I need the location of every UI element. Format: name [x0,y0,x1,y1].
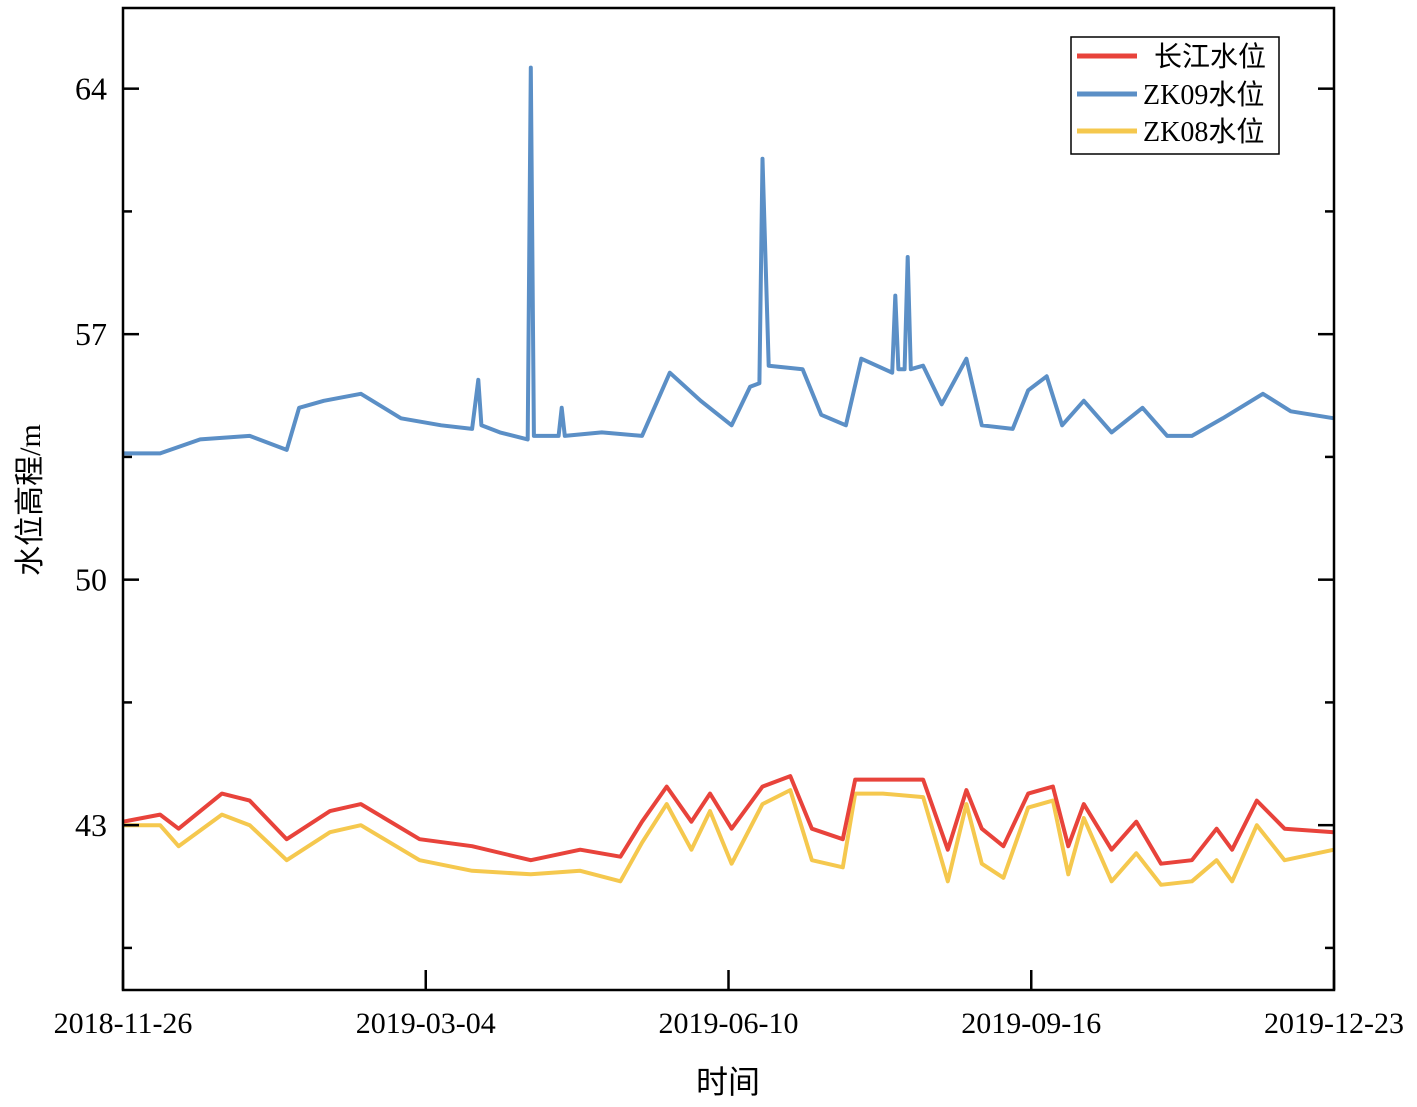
x-tick-label: 2019-12-23 [1264,1007,1404,1040]
plot-frame [121,6,1336,992]
y-axis-label: 水位高程/m [14,424,47,576]
y-tick-label: 57 [75,316,107,352]
series-layer [122,65,1335,887]
series-line-0 [122,774,1335,866]
legend: 长江水位 ZK09水位 ZK08水位 [1070,36,1280,155]
series-line-2 [123,788,1335,887]
x-axis-label: 时间 [696,1064,760,1100]
series-line-1 [123,65,1335,456]
legend-label-1: ZK09水位 [1143,79,1264,111]
legend-label-2: ZK08水位 [1143,116,1264,148]
x-tick-label: 2018-11-26 [54,1007,193,1040]
x-tick-label: 2019-06-10 [659,1007,799,1040]
x-tick-label: 2019-09-16 [961,1007,1101,1040]
y-tick-label: 43 [75,807,107,843]
y-tick-label: 64 [75,71,107,107]
x-tick-label: 2019-03-04 [356,1007,496,1040]
y-tick-label: 50 [75,562,107,598]
axis-layer: 64 57 50 43 2018-11-26 2019-03-04 2019-06-10 20… [54,71,1404,1040]
legend-label-0: 长江水位 [1154,41,1266,73]
